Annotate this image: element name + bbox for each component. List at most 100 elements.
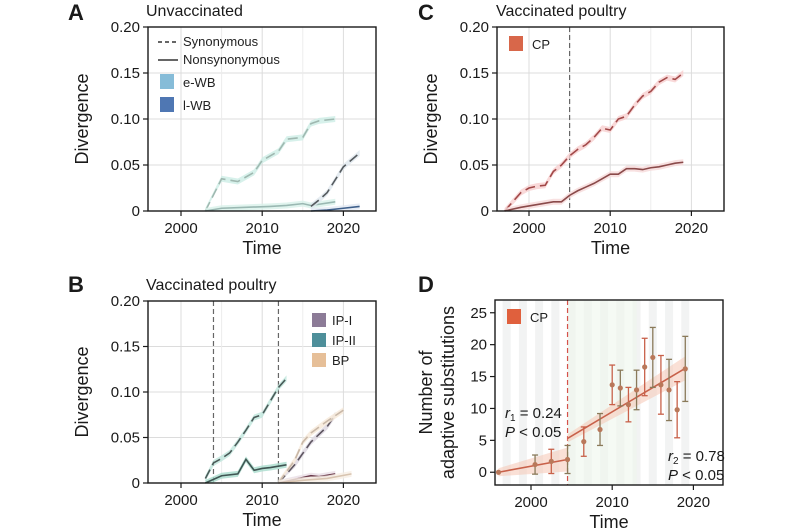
- panel-d-data-point: [658, 382, 664, 388]
- panel-label-b: B: [68, 272, 84, 297]
- panel-a-ytick-label: 0.15: [111, 65, 140, 82]
- panel-b-legend-swatch: [312, 353, 326, 367]
- panel-label-a: A: [68, 0, 84, 25]
- panel-a-series-line: [205, 201, 336, 212]
- panel-d-annotation-r: r2 = 0.78: [668, 448, 725, 467]
- panel-d-data-point: [564, 456, 571, 463]
- panel-d-annotation-p: P < 0.05: [668, 467, 724, 484]
- panel-a-legend-label: Synonymous: [183, 34, 259, 49]
- panel-d-data-point: [548, 458, 554, 464]
- panel-c-ytick-label: 0.05: [460, 157, 489, 174]
- panel-b-legend-label: IP-II: [332, 333, 356, 348]
- panel-d-data-point: [674, 407, 680, 413]
- panel-c-band-1: [504, 159, 684, 211]
- panel-b-ytick-label: 0.15: [111, 339, 140, 356]
- panel-d-annotation-r: r1 = 0.24: [505, 405, 562, 424]
- panel-b-xtick-label: 2000: [164, 492, 197, 509]
- panel-a-xtick-label: 2020: [327, 220, 360, 237]
- panel-b-ytick-label: 0.05: [111, 430, 140, 447]
- panel-c-xtick-label: 2020: [675, 220, 708, 237]
- panel-c-xlabel: Time: [591, 238, 630, 258]
- panel-b-legend-swatch: [312, 333, 326, 347]
- panel-d-year-stripe: [502, 300, 511, 485]
- panel-a-legend-swatch: [160, 97, 174, 112]
- panel-d-ytick-label: 25: [470, 305, 487, 322]
- panel-d-data-point: [581, 439, 587, 445]
- panel-b-title: Vaccinated poultry: [146, 277, 277, 294]
- panel-d-data-point: [597, 426, 603, 433]
- panel-d-data-point: [532, 461, 538, 468]
- panel-c-series-line: [504, 161, 684, 212]
- panel-a-legend-label: e-WB: [183, 75, 216, 90]
- panel-a-ytick-label: 0.10: [111, 111, 140, 128]
- panel-a-xtick-label: 2000: [164, 220, 197, 237]
- panel-d-data-point: [617, 385, 623, 391]
- panel-d-annotation-p: P < 0.05: [505, 424, 561, 441]
- panel-c-ytick-label: 0.10: [460, 111, 489, 128]
- panel-b-ytick-label: 0: [132, 475, 140, 492]
- panel-a-ytick-label: 0.05: [111, 157, 140, 174]
- panel-b-legend-label: IP-I: [332, 313, 352, 328]
- panel-d-year-stripe: [535, 300, 544, 485]
- panel-c-plot: [492, 26, 725, 216]
- panel-c-title: Vaccinated poultry: [496, 3, 627, 20]
- panel-b-band-1: [205, 456, 287, 483]
- panel-c-xtick-label: 2000: [512, 220, 545, 237]
- panel-a-legend-swatch: [160, 74, 174, 89]
- panel-a-xlabel: Time: [242, 238, 281, 258]
- panel-d-legend-label: CP: [530, 310, 548, 325]
- panel-d-data-point: [682, 366, 688, 372]
- panel-d-data-point: [642, 364, 648, 370]
- panel-a-band-0: [205, 116, 336, 211]
- panel-d-xtick-label: 2010: [596, 494, 629, 511]
- panel-d-data-point: [609, 382, 615, 388]
- panel-d-year-stripe: [518, 300, 527, 485]
- panel-d-ytick-label: 10: [470, 400, 487, 417]
- panel-b-series-line: [205, 457, 287, 484]
- panel-c-legend-label: CP: [532, 37, 550, 52]
- panel-b-ytick-label: 0.10: [111, 384, 140, 401]
- panel-a-xtick-label: 2010: [246, 220, 279, 237]
- panel-b-series-line: [204, 377, 288, 479]
- panel-a-ylabel: Divergence: [72, 73, 92, 164]
- panel-d-data-point: [650, 354, 656, 361]
- panel-d-legend-swatch: [507, 309, 521, 324]
- panel-d-xtick-label: 2000: [514, 494, 547, 511]
- panel-b-xtick-label: 2020: [327, 492, 360, 509]
- panel-b-series-line: [277, 414, 336, 484]
- panel-d-ylabel-line: Number of: [416, 349, 436, 434]
- panel-d-xlabel: Time: [589, 512, 628, 530]
- panel-c-series-line: [504, 72, 684, 212]
- panel-c-legend-swatch: [509, 36, 523, 51]
- panel-c-ytick-label: 0: [481, 203, 489, 220]
- panel-d-ytick-label: 0: [479, 464, 487, 481]
- panel-d-xtick-label: 2020: [677, 494, 710, 511]
- panel-c-ylabel: Divergence: [421, 73, 441, 164]
- panel-b-legend-swatch: [312, 313, 326, 327]
- panel-a-plot: [143, 26, 377, 216]
- panel-a-legend-label: l-WB: [183, 98, 211, 113]
- panel-d-shade: [567, 300, 637, 485]
- panel-a-series-line: [204, 118, 336, 212]
- panel-label-c: C: [418, 0, 434, 25]
- panel-d-ylabel-line: adaptive substitutions: [438, 306, 458, 479]
- panel-d-data-point: [666, 387, 672, 393]
- panel-b-plot: [143, 300, 377, 488]
- panel-d-year-stripe: [551, 300, 560, 485]
- panel-a-title: Unvaccinated: [146, 3, 243, 20]
- panel-b-xtick-label: 2010: [246, 492, 279, 509]
- panel-d-data-point: [625, 402, 632, 408]
- panel-d-ytick-label: 15: [470, 369, 487, 386]
- panel-a-legend-label: Nonsynonymous: [183, 52, 280, 67]
- panel-b-series-line: [277, 409, 344, 484]
- panel-b-xlabel: Time: [242, 510, 281, 530]
- panel-b-ytick-label: 0.20: [111, 293, 140, 310]
- panel-a-series-line: [310, 152, 361, 208]
- panel-b-legend-label: BP: [332, 353, 349, 368]
- panel-a-ytick-label: 0.20: [111, 19, 140, 36]
- panel-a-ytick-label: 0: [132, 203, 140, 220]
- panel-b-band-5: [278, 470, 352, 483]
- panel-label-d: D: [418, 272, 434, 297]
